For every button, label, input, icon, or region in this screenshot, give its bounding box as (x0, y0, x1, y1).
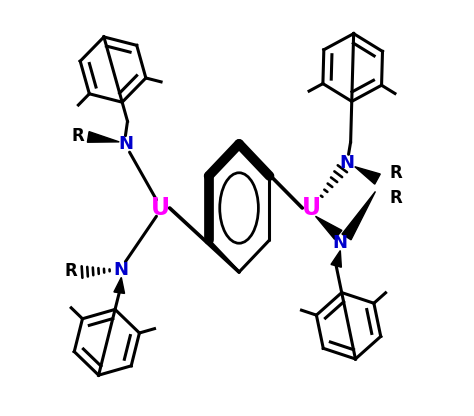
Text: U: U (151, 196, 170, 220)
Text: R: R (390, 164, 402, 182)
Text: N: N (333, 234, 348, 252)
Text: U: U (302, 196, 321, 220)
Polygon shape (87, 131, 119, 142)
Text: N: N (114, 261, 129, 279)
Polygon shape (114, 277, 125, 293)
Polygon shape (342, 191, 375, 240)
Polygon shape (355, 167, 380, 184)
Text: R: R (72, 127, 84, 145)
Polygon shape (331, 250, 341, 267)
Text: N: N (339, 154, 354, 171)
Text: R: R (390, 189, 402, 207)
Text: N: N (118, 135, 133, 153)
Polygon shape (316, 216, 342, 239)
Text: R: R (64, 262, 77, 280)
